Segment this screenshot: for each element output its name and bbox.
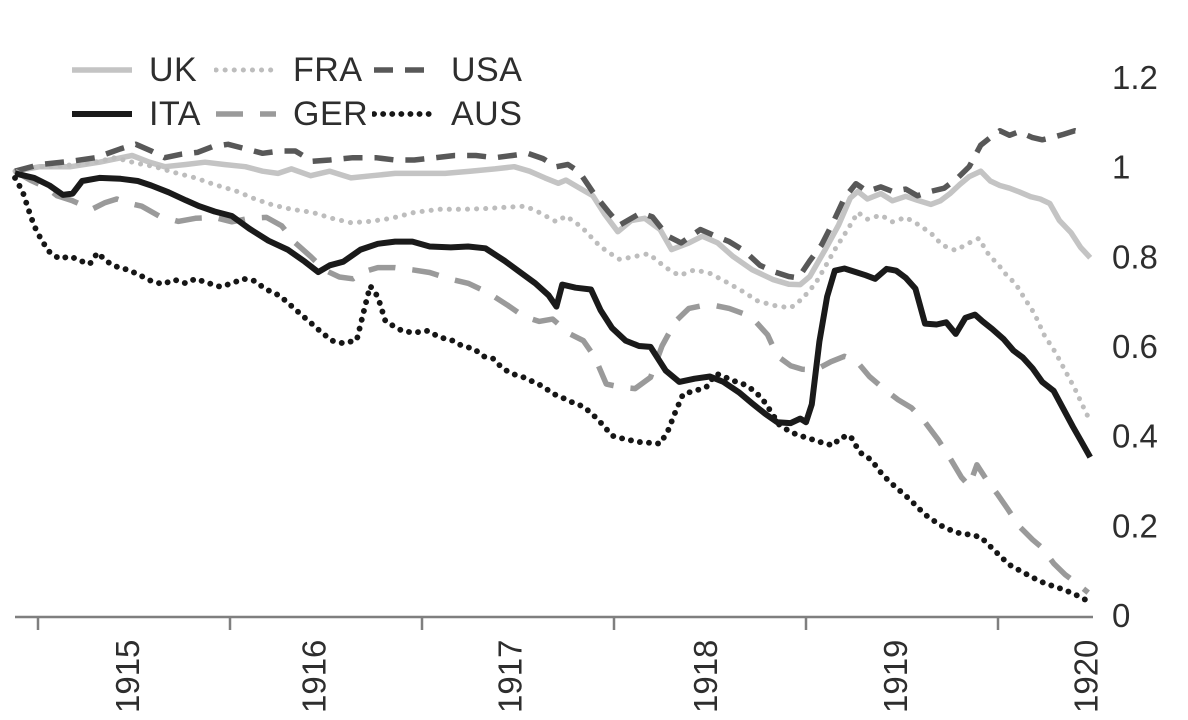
- y-axis-label-0.6: 0.6: [1112, 328, 1158, 365]
- series-line-ger: [13, 168, 1090, 595]
- legend-swatch-usa-line: [374, 67, 434, 73]
- x-axis-label-1917: 1917: [491, 640, 528, 713]
- x-axis-label-1919: 1919: [877, 640, 914, 713]
- legend-item-aus: AUS: [372, 94, 552, 134]
- y-axis-label-1.2: 1.2: [1112, 59, 1158, 96]
- series-line-usa: [14, 128, 1086, 281]
- legend-item-uk: UK: [70, 50, 214, 90]
- legend-swatch-fra-line: [214, 67, 278, 73]
- legend-label-uk: UK: [149, 50, 198, 89]
- legend-swatch-ita-line: [72, 111, 132, 117]
- x-axis-label-1916: 1916: [295, 640, 332, 713]
- x-axis-label-1918: 1918: [687, 640, 724, 713]
- legend-label-fra: FRA: [293, 50, 363, 89]
- legend-swatch-aus-line: [372, 111, 436, 117]
- legend-item-usa: USA: [372, 50, 552, 90]
- legend-swatch-uk-line: [72, 67, 132, 73]
- legend-item-fra: FRA: [214, 50, 372, 90]
- chart-legend: UK FRA USA ITA GER AUS: [70, 50, 552, 134]
- series-line-fra: [12, 155, 1093, 424]
- legend-swatch-ger-line: [216, 111, 276, 117]
- x-axis-label-1915: 1915: [109, 640, 146, 713]
- legend-label-ger: GER: [293, 94, 369, 133]
- y-axis-label-1: 1: [1112, 149, 1130, 186]
- legend-item-ita: ITA: [70, 94, 214, 134]
- legend-label-usa: USA: [451, 50, 523, 89]
- y-axis-label-0.2: 0.2: [1112, 507, 1158, 544]
- x-axis-label-1920: 1920: [1067, 640, 1104, 713]
- legend-label-ita: ITA: [149, 94, 201, 133]
- y-axis-label-0.4: 0.4: [1112, 418, 1158, 455]
- series-line-ita: [14, 170, 1093, 459]
- y-axis-label-0.8: 0.8: [1112, 238, 1158, 275]
- series-line-uk: [14, 152, 1093, 288]
- legend-label-aus: AUS: [451, 94, 523, 133]
- legend-item-ger: GER: [214, 94, 372, 134]
- y-axis-label-0: 0: [1112, 597, 1130, 634]
- series-line-aus: [12, 174, 1094, 606]
